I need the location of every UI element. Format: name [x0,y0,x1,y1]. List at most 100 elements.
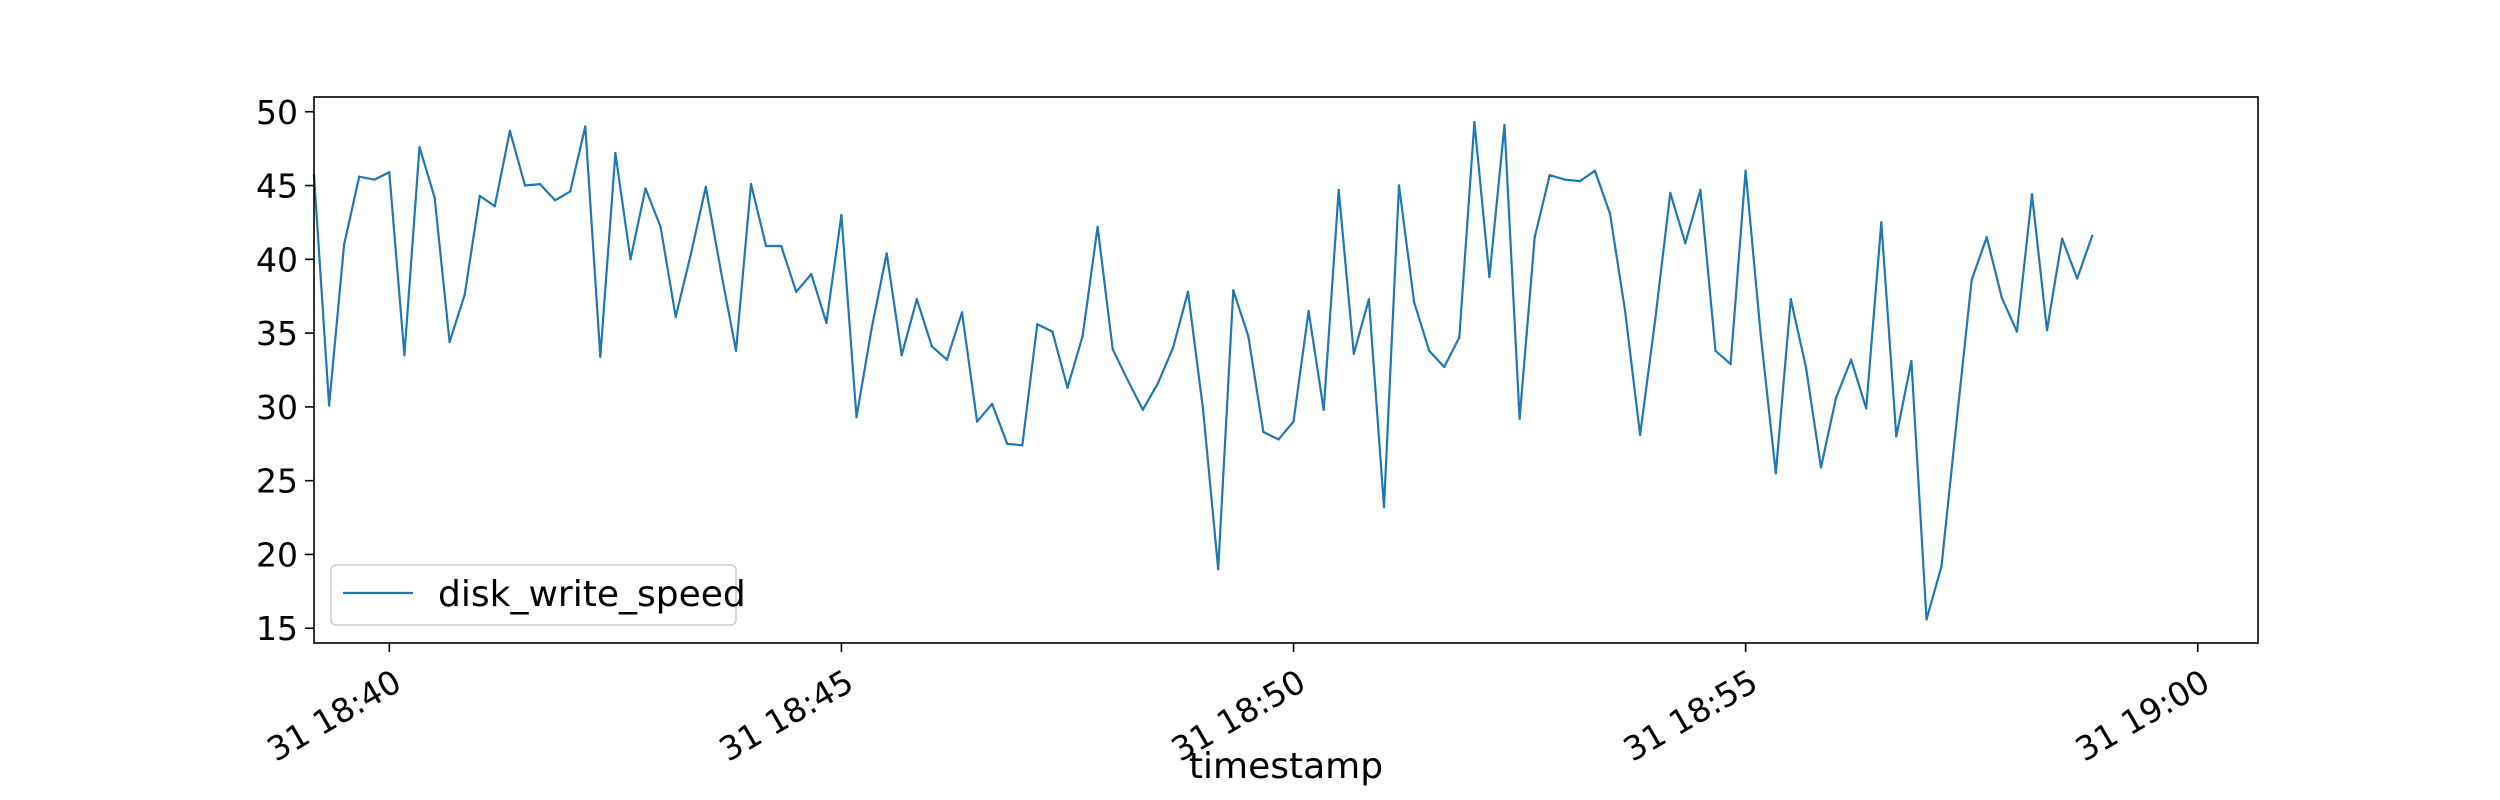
data-point [463,293,466,296]
data-point [1849,358,1853,361]
data-point [614,151,617,155]
data-point [2045,329,2049,332]
data-point [388,171,391,174]
plot-series [312,120,2094,621]
data-point [659,225,662,229]
data-point [870,327,873,330]
data-point [1307,309,1310,313]
data-point [1774,472,1778,475]
data-point [1006,442,1009,445]
data-point [1247,334,1250,338]
data-point [553,199,557,202]
data-point [1744,169,1747,172]
data-point [855,416,858,419]
data-point [1548,174,1551,177]
data-point [418,146,421,149]
data-point [599,355,602,358]
data-point [1458,336,1461,339]
data-point [1563,178,1567,181]
data-point [930,345,934,348]
data-point [1156,382,1160,385]
data-point [704,185,707,189]
data-point [1729,362,1732,366]
y-tick-label: 20 [256,535,298,574]
data-point [780,244,783,248]
data-point [975,420,979,423]
data-point [1021,444,1024,447]
data-point [945,358,949,361]
data-point [689,253,692,257]
data-point [1367,298,1371,301]
data-point [1277,438,1280,441]
data-point [1834,396,1838,400]
data-point [1066,386,1069,389]
y-tick-label: 35 [256,314,298,353]
data-point [342,243,346,246]
y-tick-label: 50 [256,93,298,132]
legend-box [330,564,737,626]
data-point [1925,618,1928,621]
data-point [795,290,798,293]
data-point [1714,349,1717,352]
data-point [1970,278,1973,282]
data-point [2076,277,2079,280]
x-axis-title: timestamp [1189,746,1383,787]
data-point [2000,296,2004,299]
data-point [1910,359,1913,363]
data-point [990,402,994,406]
data-point [749,182,753,186]
data-point [523,184,527,187]
data-point [1789,298,1793,301]
data-point [1654,318,1657,321]
data-point [674,315,677,319]
y-tick-label: 25 [256,462,298,501]
data-point [569,190,572,193]
data-point [1488,275,1491,279]
data-point [764,244,768,248]
data-point [1081,334,1084,338]
data-point [644,187,647,190]
data-point [1955,420,1958,423]
data-point [825,321,828,324]
y-tick-label: 40 [256,240,298,279]
data-point [1428,349,1431,352]
data-point [1292,420,1295,423]
data-point [1141,408,1145,411]
data-point [1111,348,1114,351]
data-point [448,340,451,344]
data-point [1819,466,1823,469]
data-point [1518,417,1521,420]
data-point [900,354,903,357]
data-point [1533,236,1536,239]
data-point [1322,408,1325,411]
data-point [1382,506,1386,509]
data-point [1352,352,1356,355]
data-point [2030,193,2034,196]
data-point [1985,236,1988,239]
data-point [719,269,723,273]
data-point [1443,365,1446,369]
data-point [1397,184,1401,187]
legend-label: disk_write_speed [438,574,746,615]
data-point [1895,435,1898,438]
data-point [960,311,964,314]
data-point [1623,309,1627,313]
data-point [1880,221,1883,224]
data-point [1232,289,1235,292]
data-point [584,125,587,128]
data-point [327,404,331,407]
data-point [1217,568,1220,571]
data-point [373,178,376,181]
data-point [734,349,738,352]
data-point [1036,323,1039,326]
data-point [1337,188,1340,192]
data-point [1201,408,1205,411]
data-point [2060,237,2064,240]
data-point [1473,120,1476,124]
data-point [915,298,918,301]
data-point [840,213,843,217]
data-point [1262,430,1265,434]
data-point [1096,225,1099,229]
data-point [433,196,436,199]
